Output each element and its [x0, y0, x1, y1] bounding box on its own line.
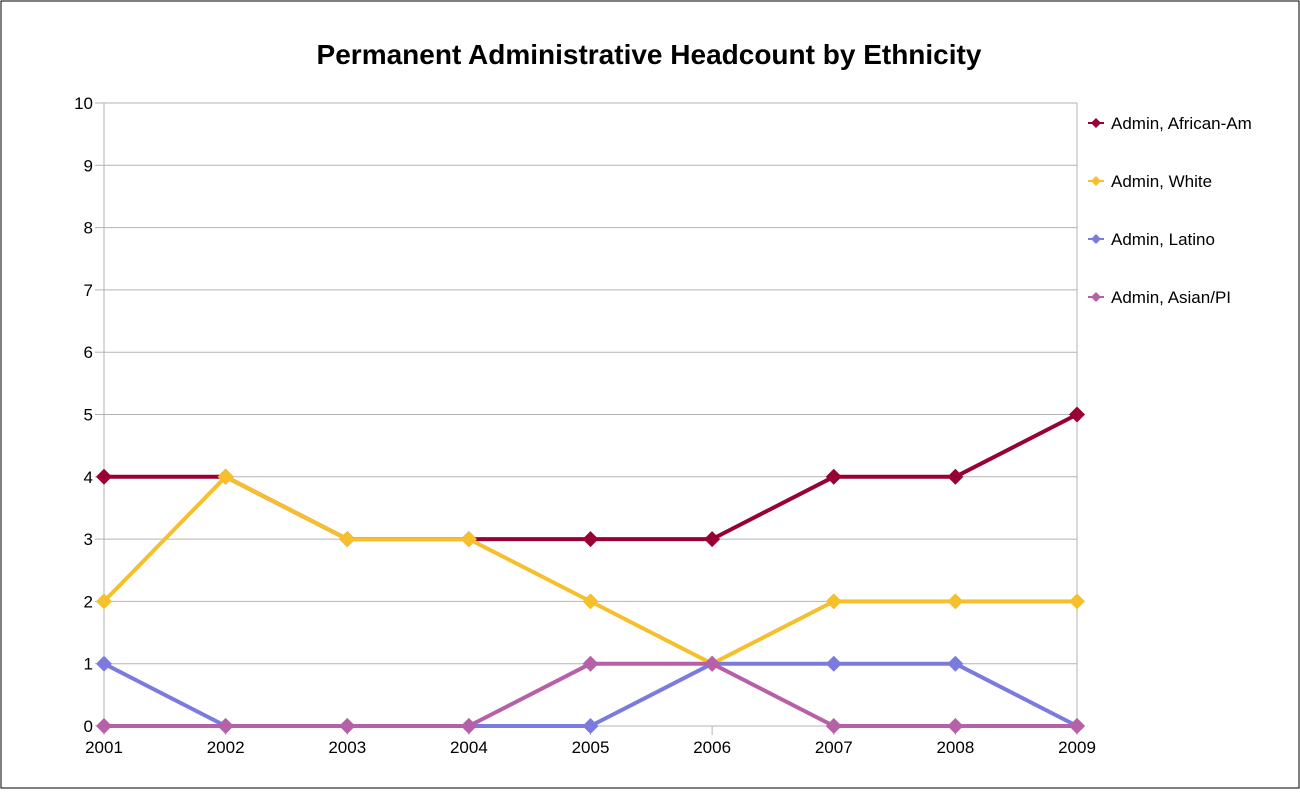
- legend-item: Admin, African-Am: [1088, 114, 1252, 133]
- gridlines: [104, 102, 1077, 665]
- data-point[interactable]: [1069, 406, 1085, 423]
- data-point[interactable]: [582, 718, 599, 734]
- series-1: [96, 468, 1085, 672]
- legend-swatch-marker: [1091, 118, 1101, 128]
- y-tick-label: 9: [84, 156, 93, 175]
- data-point[interactable]: [217, 718, 234, 734]
- y-tick-label: 3: [84, 530, 93, 549]
- y-tick-label: 0: [84, 717, 93, 736]
- data-point[interactable]: [704, 531, 721, 548]
- data-point[interactable]: [96, 718, 112, 734]
- data-point[interactable]: [339, 718, 356, 734]
- data-point[interactable]: [460, 531, 477, 548]
- legend: Admin, African-Am Admin, White Admin, Lati…: [1088, 114, 1252, 307]
- x-tick-label: 2005: [572, 738, 610, 757]
- data-point[interactable]: [1069, 593, 1085, 610]
- y-tick-label: 2: [84, 592, 93, 611]
- series-3: [96, 655, 1085, 734]
- data-point[interactable]: [825, 593, 842, 610]
- data-point[interactable]: [96, 655, 112, 672]
- data-point[interactable]: [825, 468, 842, 485]
- data-point[interactable]: [582, 531, 599, 548]
- legend-label: Admin, White: [1111, 172, 1212, 191]
- legend-item: Admin, White: [1088, 172, 1212, 191]
- data-point[interactable]: [947, 593, 964, 610]
- legend-swatch-marker: [1091, 234, 1101, 244]
- legend-label: Admin, African-Am: [1111, 114, 1252, 133]
- data-point[interactable]: [582, 593, 599, 610]
- data-point[interactable]: [704, 655, 721, 672]
- x-tick-label: 2008: [936, 738, 974, 757]
- x-tick-label: 2001: [85, 738, 123, 757]
- x-tick-label: 2002: [207, 738, 245, 757]
- y-tick-label: 4: [84, 468, 93, 487]
- series-lines: [96, 406, 1085, 734]
- data-point[interactable]: [339, 531, 356, 548]
- x-tick-label: 2006: [693, 738, 731, 757]
- y-tick-label: 5: [84, 406, 93, 425]
- data-point[interactable]: [947, 718, 964, 734]
- y-tick-label: 7: [84, 281, 93, 300]
- legend-swatch-marker: [1091, 292, 1101, 302]
- data-point[interactable]: [217, 468, 234, 485]
- y-tick-label: 10: [74, 94, 93, 113]
- y-tick-label: 8: [84, 219, 93, 238]
- data-point[interactable]: [460, 718, 477, 734]
- y-tick-label: 1: [84, 655, 93, 674]
- legend-item: Admin, Asian/PI: [1088, 288, 1231, 307]
- data-point[interactable]: [825, 655, 842, 672]
- data-point[interactable]: [96, 468, 112, 485]
- x-tick-label: 2007: [815, 738, 853, 757]
- data-point[interactable]: [947, 655, 964, 672]
- chart-title: Permanent Administrative Headcount by Et…: [317, 39, 982, 70]
- data-point[interactable]: [825, 718, 842, 734]
- legend-item: Admin, Latino: [1088, 230, 1215, 249]
- y-tick-label: 6: [84, 343, 93, 362]
- legend-label: Admin, Latino: [1111, 230, 1215, 249]
- x-tick-label: 2004: [450, 738, 488, 757]
- data-point[interactable]: [96, 593, 112, 610]
- legend-label: Admin, Asian/PI: [1111, 288, 1231, 307]
- data-point[interactable]: [947, 468, 964, 485]
- legend-swatch-marker: [1091, 176, 1101, 186]
- data-point[interactable]: [1069, 718, 1085, 734]
- x-tick-label: 2009: [1058, 738, 1096, 757]
- data-point[interactable]: [582, 655, 599, 672]
- x-tick-label: 2003: [328, 738, 366, 757]
